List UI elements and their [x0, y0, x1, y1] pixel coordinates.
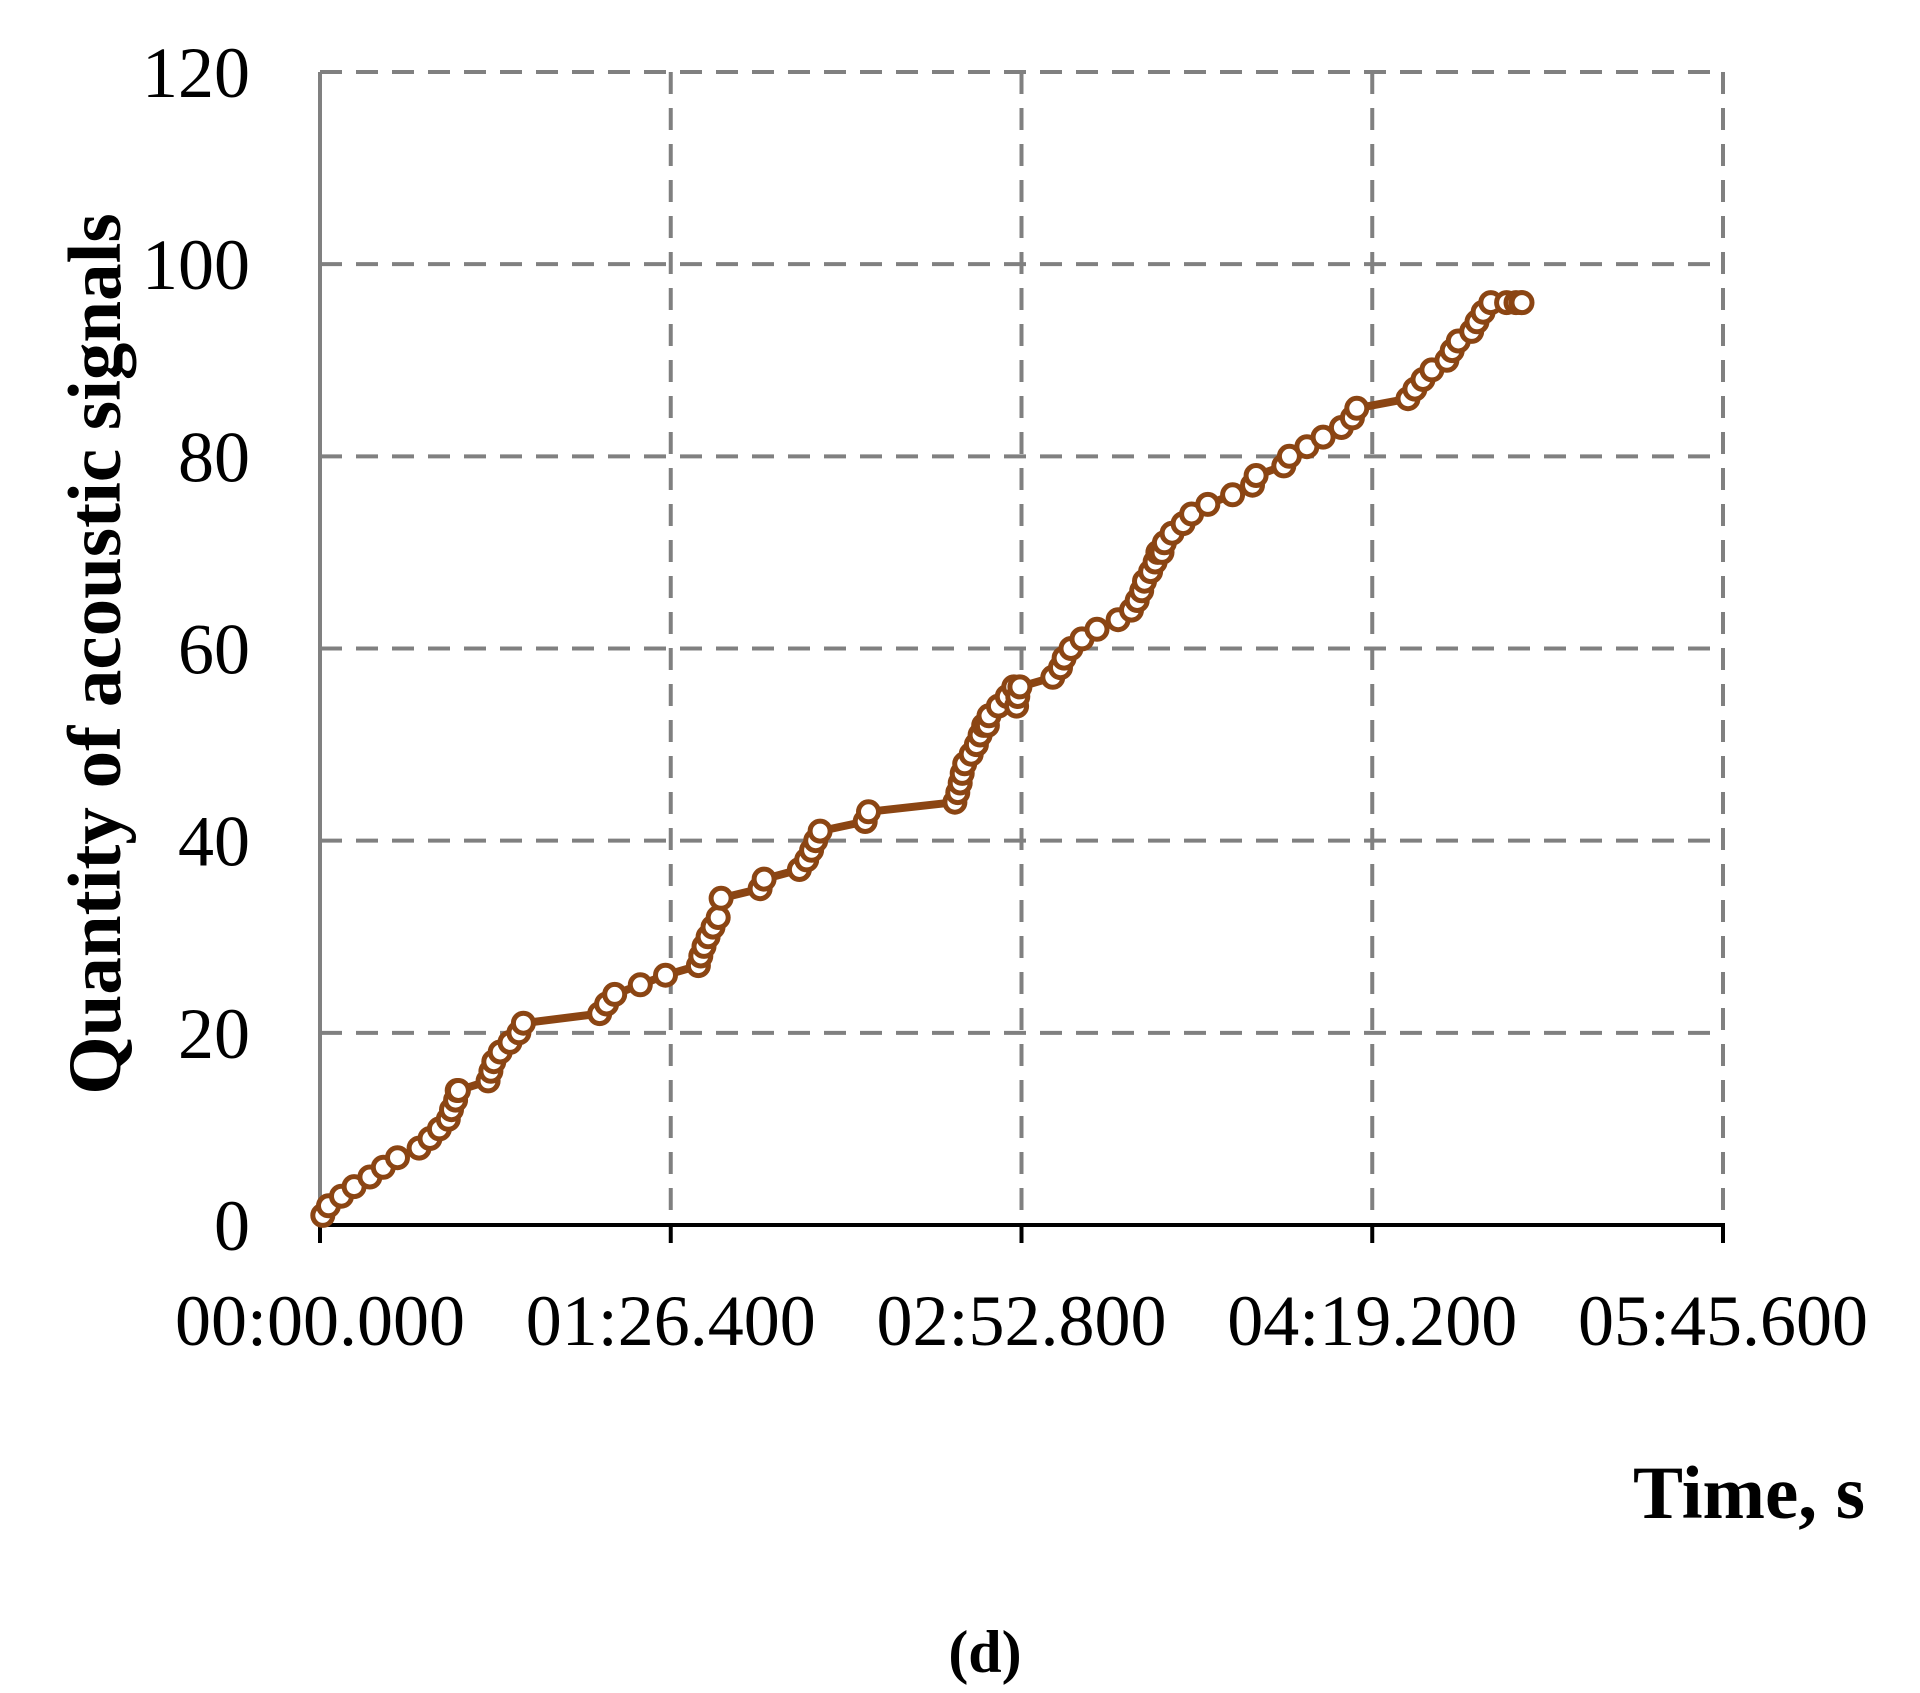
x-axis-title: Time, s: [1633, 1452, 1865, 1535]
data-point: [1195, 491, 1221, 517]
data-point: [653, 962, 678, 988]
y-axis-title: Quantity of acoustic signals: [54, 213, 137, 1094]
data-point: [1243, 463, 1269, 488]
data-point: [856, 799, 881, 825]
data-point: [1509, 290, 1535, 316]
data-point: [807, 818, 833, 844]
y-tick-label: 100: [142, 225, 250, 305]
y-tick-label: 60: [178, 610, 250, 690]
data-point: [1084, 616, 1110, 642]
data-point: [1007, 674, 1033, 700]
y-tick-label: 0: [214, 1186, 250, 1266]
data-point: [708, 885, 734, 911]
y-tick-label: 80: [178, 417, 250, 497]
label-layer: 00:00.000 01:26.400 02:52.800 04:19.200 05:4…: [142, 33, 1868, 1361]
x-tick-label: 04:19.200: [1227, 1281, 1517, 1361]
x-tick-label: 02:52.800: [876, 1281, 1166, 1361]
data-point: [445, 1078, 471, 1103]
data-point: [1220, 482, 1246, 508]
data-point: [602, 981, 628, 1007]
grid-layer: [320, 70, 1725, 1225]
y-tick-label: 120: [142, 33, 250, 113]
data-point: [1344, 395, 1370, 421]
series-layer: [310, 290, 1535, 1228]
panel-label: (d): [948, 1619, 1021, 1685]
y-tick-label: 40: [178, 802, 250, 882]
data-point: [510, 1010, 536, 1036]
x-tick-label: 00:00.000: [175, 1281, 465, 1361]
axis-layer: [318, 72, 1725, 1243]
x-tick-label: 01:26.400: [526, 1281, 816, 1361]
y-tick-label: 20: [178, 994, 250, 1074]
data-point: [705, 905, 731, 930]
data-point: [751, 866, 777, 892]
x-tick-label: 05:45.600: [1578, 1281, 1868, 1361]
data-point: [385, 1145, 410, 1171]
data-point: [627, 972, 653, 998]
data-point: [1310, 424, 1336, 450]
